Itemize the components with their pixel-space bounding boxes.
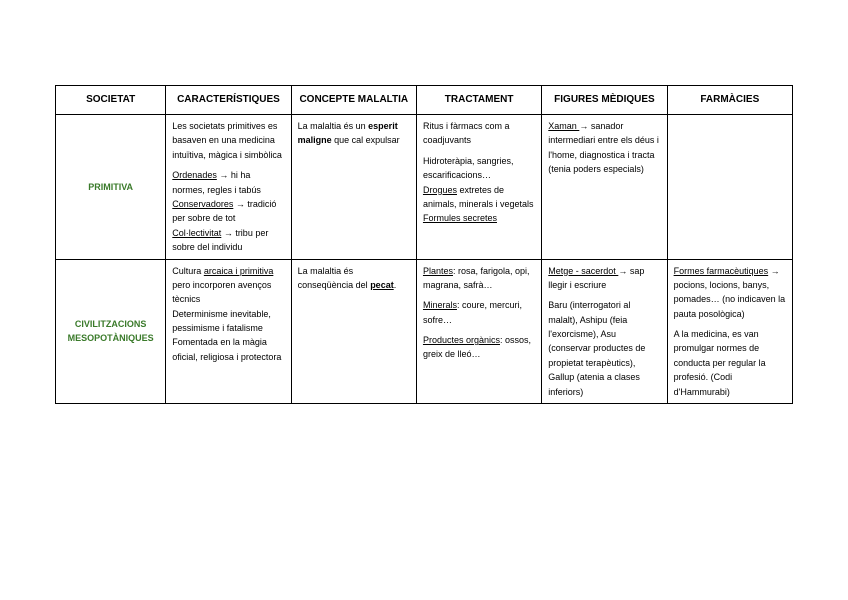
text-block: Minerals: coure, mercuri, sofre… — [423, 298, 535, 327]
cell-tractament-primitiva: Ritus i fàrmacs com a coadjuvants Hidrot… — [416, 115, 541, 260]
underline-term: Productes orgànics — [423, 335, 500, 345]
row-label-primitiva: PRIMITIVA — [56, 115, 166, 260]
text-block: Hidroteràpia, sangries, escarificacions… — [423, 154, 535, 183]
text-block: Formules secretes — [423, 211, 535, 225]
underline-term: Conservadores — [172, 199, 233, 209]
row-label-mesopotaniques: CIVILITZACIONS MESOPOTÀNIQUES — [56, 259, 166, 404]
text-span: La malaltia és conseqüència del — [298, 266, 371, 290]
text-span: que cal expulsar — [332, 135, 400, 145]
text-block: Plantes: rosa, farigola, opi, magrana, s… — [423, 264, 535, 293]
cell-concepte-meso: La malaltia és conseqüència del pecat. — [291, 259, 416, 404]
col-farmacies: FARMÀCIES — [667, 86, 792, 115]
col-figures: FIGURES MÈDIQUES — [542, 86, 667, 115]
underline-term: Drogues — [423, 185, 457, 195]
cell-figures-primitiva: Xaman → sanador intermediari entre els d… — [542, 115, 667, 260]
underline-term: Col·lectivitat — [172, 228, 221, 238]
underline-term: Metge - sacerdot — [548, 266, 618, 276]
col-caracteristiques: CARACTERÍSTIQUES — [166, 86, 291, 115]
cell-concepte-primitiva: La malaltia és un esperit maligne que ca… — [291, 115, 416, 260]
underline-term: Xaman — [548, 121, 579, 131]
text-span: pero incorporen avenços tècnics — [172, 280, 271, 304]
cell-farmacies-primitiva — [667, 115, 792, 260]
text-block: Determinisme inevitable, pessimisme i fa… — [172, 307, 284, 336]
text-block: Conservadores → tradició per sobre de to… — [172, 197, 284, 226]
text-block: Baru (interrogatori al malalt), Ashipu (… — [548, 298, 660, 399]
text-block: Productes orgànics: ossos, greix de lleó… — [423, 333, 535, 362]
text-block: Ritus i fàrmacs com a coadjuvants — [423, 119, 535, 148]
text-block: Fomentada en la màgia oficial, religiosa… — [172, 335, 284, 364]
text-block: Col·lectivitat → tribu per sobre del ind… — [172, 226, 284, 255]
text-span: . — [394, 280, 397, 290]
underline-term: Minerals — [423, 300, 457, 310]
cell-tractament-meso: Plantes: rosa, farigola, opi, magrana, s… — [416, 259, 541, 404]
text-block: Cultura arcaica i primitiva pero incorpo… — [172, 264, 284, 307]
cell-figures-meso: Metge - sacerdot → sap llegir i escriure… — [542, 259, 667, 404]
col-concepte: CONCEPTE MALALTIA — [291, 86, 416, 115]
text-span: La malaltia és un — [298, 121, 369, 131]
underline-bold-term: pecat — [370, 280, 394, 290]
text-block: Formes farmacèutiques → pocions, locions… — [674, 264, 786, 322]
col-tractament: TRACTAMENT — [416, 86, 541, 115]
cell-carac-primitiva: Les societats primitives es basaven en u… — [166, 115, 291, 260]
text-block: Metge - sacerdot → sap llegir i escriure — [548, 264, 660, 293]
table-header: SOCIETAT CARACTERÍSTIQUES CONCEPTE MALAL… — [56, 86, 793, 115]
text-block: Les societats primitives es basaven en u… — [172, 119, 284, 162]
document-page: SOCIETAT CARACTERÍSTIQUES CONCEPTE MALAL… — [0, 0, 848, 444]
text-span: Cultura — [172, 266, 204, 276]
text-block: Drogues extretes de animals, minerals i … — [423, 183, 535, 212]
underline-term: Formes farmacèutiques — [674, 266, 769, 276]
cell-carac-meso: Cultura arcaica i primitiva pero incorpo… — [166, 259, 291, 404]
text-block: Ordenades → hi ha normes, regles i tabús — [172, 168, 284, 197]
table-row: CIVILITZACIONS MESOPOTÀNIQUES Cultura ar… — [56, 259, 793, 404]
underline-term: arcaica i primitiva — [204, 266, 274, 276]
history-table: SOCIETAT CARACTERÍSTIQUES CONCEPTE MALAL… — [55, 85, 793, 404]
col-societat: SOCIETAT — [56, 86, 166, 115]
table-row: PRIMITIVA Les societats primitives es ba… — [56, 115, 793, 260]
text-block: A la medicina, es van promulgar normes d… — [674, 327, 786, 399]
cell-farmacies-meso: Formes farmacèutiques → pocions, locions… — [667, 259, 792, 404]
underline-term: Ordenades — [172, 170, 217, 180]
underline-term: Formules secretes — [423, 213, 497, 223]
underline-term: Plantes — [423, 266, 453, 276]
